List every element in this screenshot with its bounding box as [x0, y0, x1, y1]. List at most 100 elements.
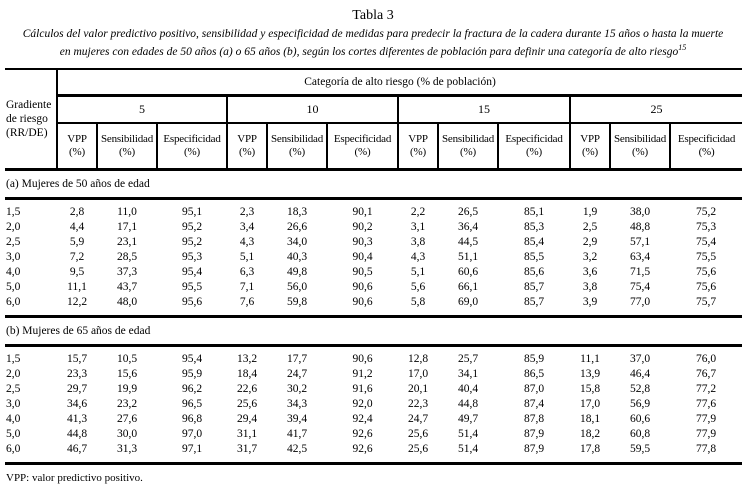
table-row: 5,0 44,8 30,0 97,0 31,1 41,7 92,6 25,6 51,4 87,9 1… — [5, 427, 742, 442]
table-header: Gradiente de riesgo (RR/DE) Categoría de… — [5, 68, 743, 172]
data-cell: 95,2 — [181, 236, 203, 249]
data-cell: 77,0 — [629, 296, 651, 309]
data-cell: 10,5 — [116, 353, 138, 366]
data-cell: 85,4 — [523, 236, 545, 249]
data-cell: 11,0 — [117, 206, 137, 219]
gradient-value: 2,0 — [6, 221, 21, 234]
data-cell: 12,2 — [66, 296, 88, 309]
data-cell: 85,6 — [523, 266, 545, 279]
data-cell: 36,4 — [457, 221, 479, 234]
data-cell: 23,1 — [116, 236, 138, 249]
data-cell: 22,3 — [407, 398, 429, 411]
metric-header: Sensibilidad (%) — [609, 122, 670, 172]
table-row: 4,0 41,3 27,6 96,8 29,4 39,4 92,4 24,7 49,7 87,8 1… — [5, 412, 742, 427]
metric-header: VPP (%) — [397, 122, 438, 172]
metric-header: Especificidad (%) — [326, 122, 398, 172]
data-cell: 90,6 — [352, 296, 373, 309]
data-cell: 90,6 — [352, 353, 373, 366]
data-cell: 90,5 — [352, 266, 373, 279]
header-row-cutoffs: 5 10 15 25 — [5, 95, 743, 124]
data-cell: 26,5 — [457, 206, 479, 219]
header-row-metrics: VPP (%) Sensibilidad (%) Especificidad (%)… — [5, 122, 743, 172]
gradient-value: 3,0 — [6, 251, 21, 264]
data-cell: 34,6 — [66, 398, 88, 411]
cutoff-group-header-15: 15 — [397, 95, 570, 124]
data-cell: 90,2 — [352, 221, 373, 234]
data-cell: 44,5 — [457, 236, 479, 249]
table-row: 5,0 11,1 43,7 95,5 7,1 56,0 90,6 5,6 66,1 85,7 3,8… — [5, 280, 742, 295]
data-cell: 3,9 — [582, 296, 598, 309]
data-cell: 17,1 — [116, 221, 138, 234]
data-cell: 95,3 — [181, 251, 203, 264]
gradient-value: 6,0 — [6, 443, 21, 456]
metric-header: Especificidad (%) — [668, 122, 743, 172]
data-cell: 37,0 — [629, 353, 651, 366]
data-cell: 96,8 — [181, 413, 203, 426]
row-group-header-gradiente: Gradiente de riesgo (RR/DE) — [5, 68, 58, 172]
data-cell: 77,9 — [695, 428, 717, 441]
data-cell: 49,7 — [457, 413, 479, 426]
data-cell: 18,2 — [579, 428, 601, 441]
data-cell: 75,7 — [695, 296, 717, 309]
data-cell: 48,0 — [116, 296, 138, 309]
data-cell: 75,3 — [695, 221, 717, 234]
data-cell: 23,3 — [66, 368, 88, 381]
data-cell: 11,1 — [67, 281, 87, 294]
data-cell: 90,3 — [352, 236, 373, 249]
data-cell: 17,8 — [579, 443, 601, 456]
data-cell: 92,6 — [352, 428, 373, 441]
data-cell: 48,8 — [629, 221, 651, 234]
table-row: 1,5 2,8 11,0 95,1 2,3 18,3 90,1 2,2 26,5 85,1 1,9 3… — [5, 199, 742, 221]
data-cell: 97,1 — [181, 443, 203, 456]
data-cell: 46,7 — [66, 443, 88, 456]
gradient-value: 2,0 — [6, 368, 21, 381]
data-cell: 6,3 — [239, 266, 255, 279]
data-cell: 38,0 — [629, 206, 651, 219]
data-cell: 29,7 — [66, 383, 88, 396]
data-cell: 92,4 — [352, 413, 373, 426]
data-cell: 43,7 — [116, 281, 138, 294]
data-cell: 90,6 — [352, 281, 373, 294]
data-cell: 75,4 — [695, 236, 717, 249]
data-cell: 13,9 — [579, 368, 601, 381]
data-cell: 85,3 — [523, 221, 545, 234]
data-cell: 17,0 — [407, 368, 429, 381]
subtitle-line-2: en mujeres con edades de 50 años (a) o 6… — [5, 41, 741, 59]
data-cell: 41,7 — [286, 428, 308, 441]
data-cell: 4,3 — [239, 236, 255, 249]
data-cell: 87,0 — [523, 383, 545, 396]
data-cell: 91,2 — [352, 368, 373, 381]
data-cell: 59,8 — [286, 296, 308, 309]
data-cell: 87,9 — [523, 428, 545, 441]
data-cell: 3,6 — [582, 266, 598, 279]
data-cell: 26,6 — [286, 221, 308, 234]
gradient-value: 2,5 — [6, 236, 21, 249]
header-row-category: Gradiente de riesgo (RR/DE) Categoría de… — [5, 68, 743, 172]
data-cell: 77,6 — [695, 398, 717, 411]
data-cell: 7,6 — [239, 296, 255, 309]
data-cell: 95,9 — [181, 368, 203, 381]
data-cell: 49,8 — [286, 266, 308, 279]
table-row: 2,5 5,9 23,1 95,2 4,3 34,0 90,3 3,8 44,5 85,4 2,9 5… — [5, 235, 742, 250]
data-cell: 15,6 — [116, 368, 138, 381]
data-cell: 3,8 — [410, 236, 426, 249]
data-cell: 41,3 — [66, 413, 88, 426]
gradient-value: 5,0 — [6, 428, 21, 441]
data-cell: 4,3 — [410, 251, 426, 264]
data-cell: 85,7 — [523, 281, 545, 294]
data-cell: 40,4 — [457, 383, 479, 396]
data-cell: 2,8 — [69, 206, 85, 219]
table-row: 3,0 34,6 23,2 96,5 25,6 34,3 92,0 22,3 44,8 87,4 1… — [5, 397, 742, 412]
table-subtitle: Cálculos del valor predictivo positivo, … — [5, 27, 741, 59]
data-cell: 25,7 — [457, 353, 479, 366]
section-a-label: (a) Mujeres de 50 años de edad — [5, 169, 743, 201]
metric-header: Especificidad (%) — [156, 122, 227, 172]
data-cell: 3,4 — [239, 221, 255, 234]
data-cell: 77,8 — [695, 443, 717, 456]
data-cell: 52,8 — [629, 383, 651, 396]
cutoff-group-header-5: 5 — [56, 95, 227, 124]
data-cell: 69,0 — [457, 296, 479, 309]
data-cell: 2,5 — [582, 221, 598, 234]
data-cell: 90,4 — [352, 251, 373, 264]
